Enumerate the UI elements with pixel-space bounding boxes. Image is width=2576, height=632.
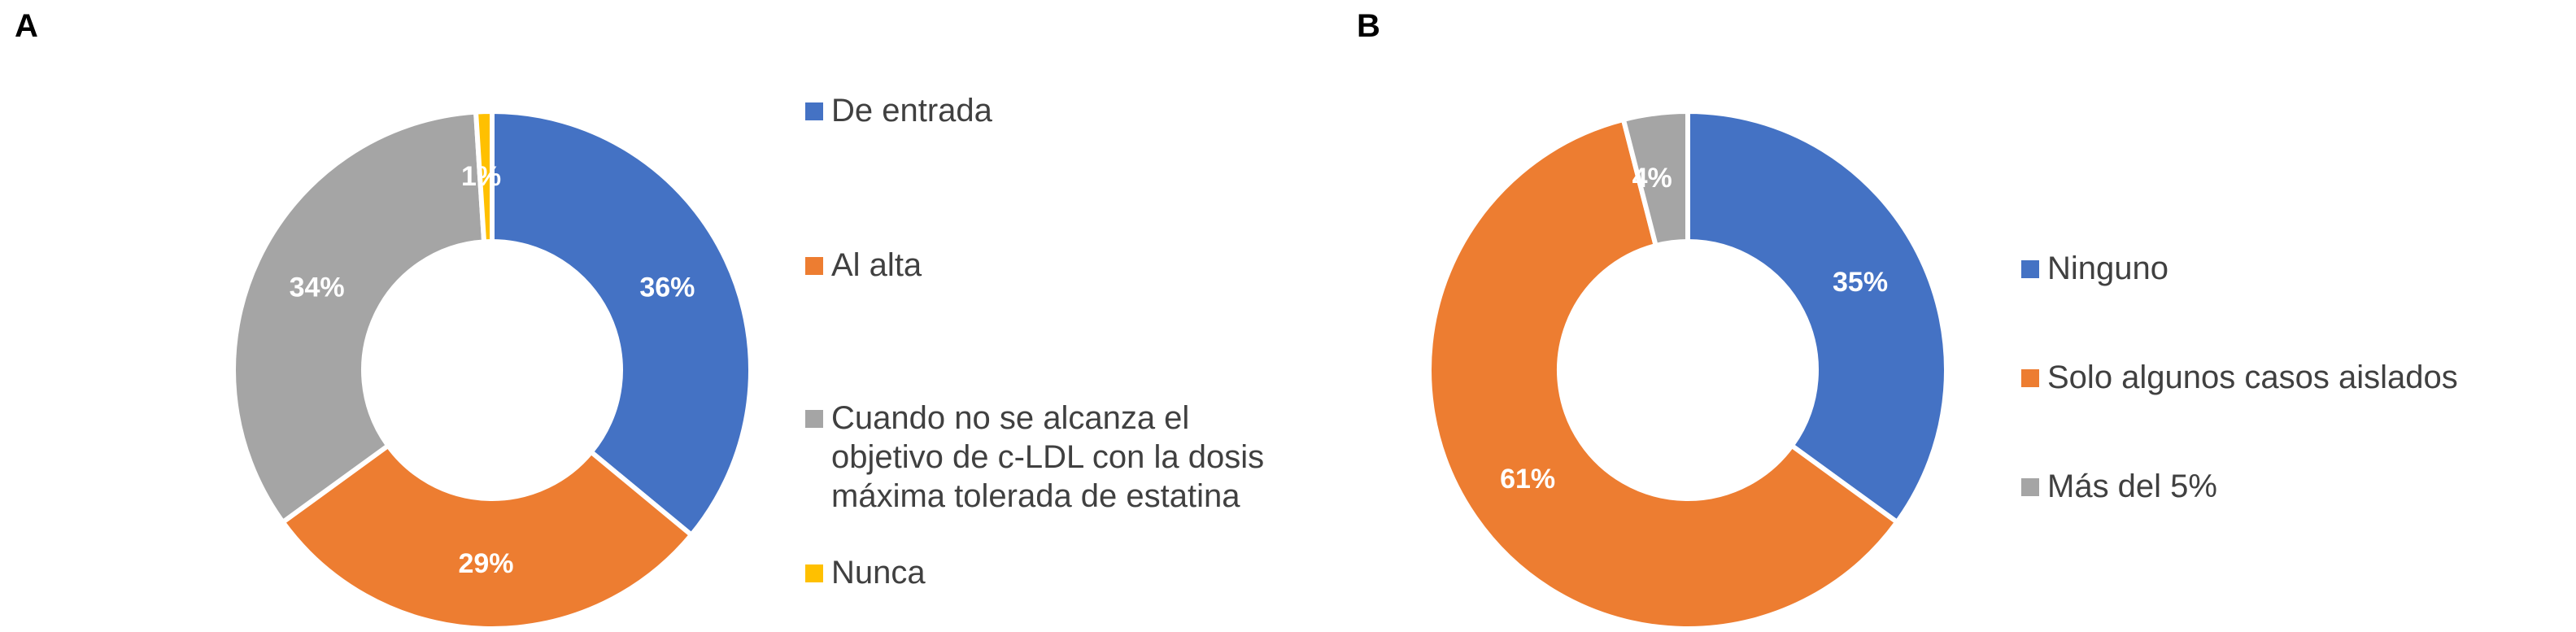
legend-label-mas-del-5: Más del 5% xyxy=(2047,469,2217,504)
donut-b-slice-mas-del-5 xyxy=(1620,108,1690,249)
legend-swatch-ninguno xyxy=(2021,260,2039,278)
legend-swatch-al-alta xyxy=(805,257,823,275)
donut-a-slice-nunca xyxy=(473,108,495,245)
legend-swatch-de-entrada xyxy=(805,102,823,120)
legend-item-solo-algunos: Solo algunos casos aislados xyxy=(2021,358,2458,397)
legend-label-al-alta: Al alta xyxy=(831,247,922,283)
donut-b-slice-ninguno xyxy=(1685,108,1949,526)
legend-label-ninguno: Ninguno xyxy=(2047,251,2169,286)
donut-a-data-label-nunca: 1% xyxy=(461,161,501,192)
donut-b-data-label-mas-del-5: 4% xyxy=(1632,163,1672,194)
donut-b-data-label-solo-algunos-casos-aislados: 61% xyxy=(1500,464,1555,495)
legend-swatch-mas-del-5 xyxy=(2021,478,2039,496)
panel-label-b: B xyxy=(1357,8,1380,44)
legend-label-cuando-no-se-alcanza: Cuando no se alcanza el objetivo de c-LD… xyxy=(831,400,1265,514)
legend-b: Ninguno Solo algunos casos aislados Más … xyxy=(2021,0,2574,632)
legend-label-de-entrada: De entrada xyxy=(831,93,992,129)
legend-item-cuando-no-se-alcanza: Cuando no se alcanza el objetivo de c-LD… xyxy=(805,399,1264,516)
donut-a-slice-al-alta xyxy=(279,442,695,631)
panel-label-a: A xyxy=(15,8,38,44)
legend-item-mas-del-5: Más del 5% xyxy=(2021,467,2217,506)
legend-label-nunca: Nunca xyxy=(831,555,926,591)
donut-chart-b: 35% 61% 4% xyxy=(1427,108,1949,631)
legend-swatch-cuando-no-se-alcanza xyxy=(805,410,823,428)
donut-b-slice-solo-algunos-casos-aislados xyxy=(1427,116,1901,631)
donut-a-slice-cuando-no-se-alcanza-el-objeti xyxy=(231,109,487,526)
legend-swatch-solo-algunos xyxy=(2021,369,2039,387)
legend-a: De entrada Al alta Cuando no se alcanza … xyxy=(805,0,1301,632)
donut-a-data-label-al-alta: 29% xyxy=(458,548,513,579)
legend-item-nunca: Nunca xyxy=(805,553,926,592)
legend-item-al-alta: Al alta xyxy=(805,246,922,285)
legend-swatch-nunca xyxy=(805,564,823,582)
legend-item-de-entrada: De entrada xyxy=(805,91,992,130)
chart-panel-b: B 35% 61% 4% Ninguno Solo algunos casos ai… xyxy=(1301,0,2576,632)
donut-chart-a: 36% 29% 34% 1% xyxy=(231,108,753,631)
donut-b-data-label-ninguno: 35% xyxy=(1833,267,1888,298)
chart-panel-a: A 36% 29% 34% 1% De entrada Al alta Cuando … xyxy=(15,0,1301,632)
donut-a-slice-de-entrada xyxy=(490,108,753,538)
donut-a-data-label-de-entrada: 36% xyxy=(639,272,695,303)
legend-item-ninguno: Ninguno xyxy=(2021,249,2168,288)
legend-label-solo-algunos: Solo algunos casos aislados xyxy=(2047,360,2458,395)
donut-a-data-label-cuando-no-se-alcanza-el-objeti: 34% xyxy=(290,272,345,303)
